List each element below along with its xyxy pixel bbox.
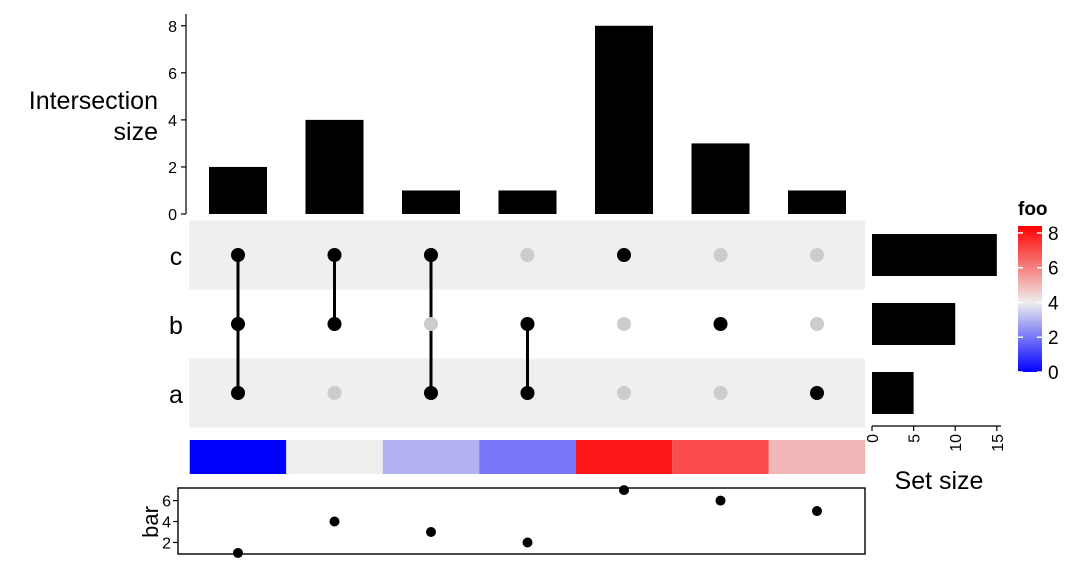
intersection-bar [209,166,267,214]
bar-y-tick-label: 6 [162,494,171,511]
matrix-dot-active [231,248,245,262]
matrix-dot-active [520,317,535,331]
legend-tick-label: 2 [1048,328,1059,349]
set-size-x-tick-label: 5 [907,434,924,443]
bar-point [812,506,822,517]
set-label-c: c [170,243,183,271]
legend-colorbar [1018,226,1042,372]
matrix-dot-inactive [713,386,728,400]
intersection-size-axis: 0 2 4 6 8 [168,14,187,224]
set-size-bar [872,372,914,414]
matrix-dot-active [424,386,438,400]
bar-annotation-points [233,485,822,558]
foo-cell [768,440,866,474]
foo-cell [189,440,287,474]
legend-title: foo [1018,199,1048,220]
set-size-x-tick-label: 15 [990,434,1007,452]
foo-legend: foo 0 2 4 6 8 [1018,199,1059,384]
matrix-dot-inactive [520,248,535,262]
legend-tick-label: 0 [1048,363,1059,384]
intersection-y-tick-label: 0 [168,207,177,224]
foo-annotation-strip [189,440,866,474]
intersection-bar [498,190,557,214]
matrix-dot-active [617,248,631,262]
intersection-y-tick-label: 2 [168,160,177,177]
matrix-dot-active [327,317,342,331]
intersection-size-bars [209,25,846,214]
matrix-dot-active [327,248,342,262]
bar-axis-label: bar [138,506,163,538]
matrix-dot-inactive [810,248,824,262]
legend-tick-label: 6 [1048,259,1059,280]
intersection-y-tick-label: 4 [168,113,177,130]
legend-tick-label: 8 [1048,224,1059,245]
matrix-dot-inactive [617,386,631,400]
matrix-dot-active [231,317,245,331]
matrix-dot-active [424,248,438,262]
intersection-size-label-line1: Intersection [29,87,158,115]
matrix-dot-active [810,386,824,400]
set-size-label: Set size [895,467,984,495]
intersection-bar [788,190,846,214]
foo-cell [479,440,576,474]
bar-axis: 2 4 6 [162,494,178,552]
intersection-bar [595,25,653,214]
set-size-axis: 0 5 10 15 [865,425,1007,452]
intersection-y-tick-label: 6 [168,66,177,83]
bar-point [426,527,436,537]
foo-cell [286,440,383,474]
matrix-dot-active [713,317,728,331]
bar-point [329,516,340,527]
matrix-dot-active [520,386,535,400]
bar-point [715,495,726,506]
bar-point [233,547,243,558]
matrix-dot-inactive [327,386,342,400]
intersection-bar [691,143,750,214]
set-label-a: a [169,381,183,409]
intersection-matrix [231,248,824,400]
set-size-bar [872,234,997,276]
intersection-bar [305,119,364,214]
bar-point [522,537,533,548]
matrix-dot-inactive [713,248,728,262]
legend-tick-label: 4 [1048,293,1059,314]
foo-cell [382,440,480,474]
set-size-bar [872,303,956,345]
foo-cell [672,440,769,474]
bar-panel-frame [177,487,866,555]
matrix-dot-inactive [810,317,824,331]
bar-y-tick-label: 2 [162,535,171,552]
set-size-x-tick-label: 0 [865,434,882,443]
bar-y-tick-label: 4 [162,515,171,532]
matrix-dot-inactive [617,317,631,331]
foo-cell [575,440,673,474]
set-labels: c b a [169,243,183,409]
set-size-x-tick-label: 10 [948,434,965,452]
intersection-size-label-line2: size [114,118,158,146]
bar-point [619,485,629,496]
intersection-y-tick-label: 8 [168,19,177,36]
set-size-bars [872,234,997,414]
matrix-dot-active [231,386,245,400]
intersection-bar [402,190,460,214]
matrix-dot-inactive [424,317,438,331]
set-label-b: b [169,312,183,340]
